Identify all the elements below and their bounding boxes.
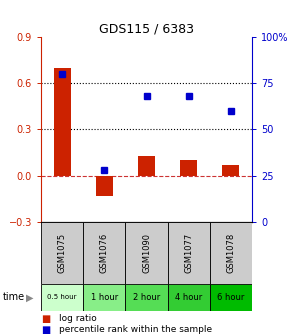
Bar	[83, 222, 125, 284]
Text: GSM1076: GSM1076	[100, 233, 109, 273]
Text: 2 hour: 2 hour	[133, 293, 160, 302]
Bar	[210, 284, 252, 311]
Bar	[125, 284, 168, 311]
Text: 0.5 hour: 0.5 hour	[47, 294, 77, 300]
Text: 1 hour: 1 hour	[91, 293, 118, 302]
Text: GSM1078: GSM1078	[226, 233, 235, 273]
Bar	[83, 284, 125, 311]
Text: 6 hour: 6 hour	[217, 293, 245, 302]
Bar	[96, 175, 113, 196]
Text: ▶: ▶	[25, 292, 33, 302]
Text: 4 hour: 4 hour	[175, 293, 202, 302]
Text: percentile rank within the sample: percentile rank within the sample	[59, 326, 212, 334]
Bar	[168, 284, 210, 311]
Bar	[41, 284, 83, 311]
Title: GDS115 / 6383: GDS115 / 6383	[99, 23, 194, 36]
Bar	[168, 222, 210, 284]
Bar	[54, 68, 71, 175]
Bar	[180, 160, 197, 175]
Text: time: time	[3, 292, 25, 302]
Text: GSM1077: GSM1077	[184, 233, 193, 273]
Bar	[210, 222, 252, 284]
Text: ■: ■	[41, 325, 50, 335]
Text: GSM1090: GSM1090	[142, 233, 151, 273]
Bar	[222, 165, 239, 175]
Text: ■: ■	[41, 313, 50, 324]
Bar	[41, 222, 83, 284]
Text: GSM1075: GSM1075	[58, 233, 67, 273]
Bar	[125, 222, 168, 284]
Bar	[138, 156, 155, 175]
Text: log ratio: log ratio	[59, 314, 96, 323]
